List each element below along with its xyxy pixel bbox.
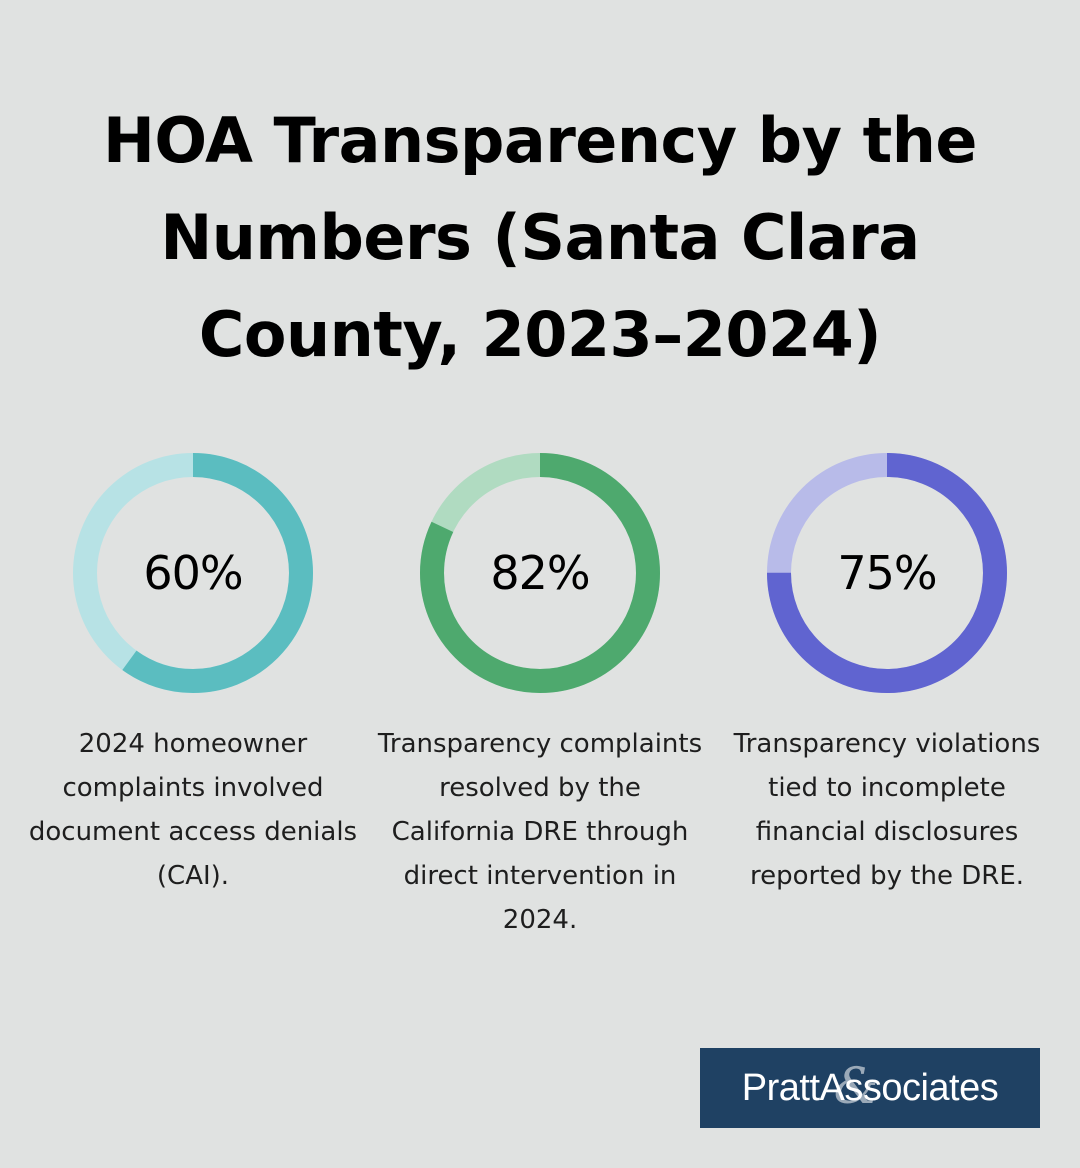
donut-ring-2 bbox=[420, 453, 660, 693]
pratt-associates-logo: PrattAssociates & bbox=[700, 1048, 1040, 1128]
title-line-3: County, 2023–2024) bbox=[198, 298, 882, 371]
logo-text-associates: Associates bbox=[819, 1066, 999, 1109]
ampersand-icon: & bbox=[833, 1056, 879, 1115]
donut-ring-3 bbox=[767, 453, 1007, 693]
donut-chart-3: 75% bbox=[766, 452, 1008, 694]
stat-card-1: 60% 2024 homeowner complaints involved d… bbox=[23, 452, 363, 898]
stat-description-1: 2024 homeowner complaints involved docum… bbox=[28, 729, 358, 891]
stat-value-3: 75% bbox=[837, 546, 937, 600]
page-title: HOA Transparency by the Numbers (Santa C… bbox=[0, 92, 1080, 383]
donut-chart-2: 82% bbox=[419, 452, 661, 694]
donut-chart-1: 60% bbox=[72, 452, 314, 694]
title-line-2: Numbers (Santa Clara bbox=[160, 201, 920, 274]
title-line-1: HOA Transparency by the bbox=[103, 104, 977, 177]
stat-value-1: 60% bbox=[143, 546, 243, 600]
stat-value-2: 82% bbox=[490, 546, 590, 600]
stat-card-2: 82% Transparency complaints resolved by … bbox=[370, 452, 710, 942]
stat-description-3: Transparency violations tied to incomple… bbox=[733, 729, 1041, 891]
stat-description-2: Transparency complaints resolved by the … bbox=[377, 729, 703, 935]
logo-text-pratt: Pratt bbox=[741, 1066, 820, 1109]
logo-text: PrattAssociates & bbox=[741, 1057, 999, 1115]
stat-card-3: 75% Transparency violations tied to inco… bbox=[717, 452, 1057, 898]
donut-ring-1 bbox=[73, 453, 313, 693]
